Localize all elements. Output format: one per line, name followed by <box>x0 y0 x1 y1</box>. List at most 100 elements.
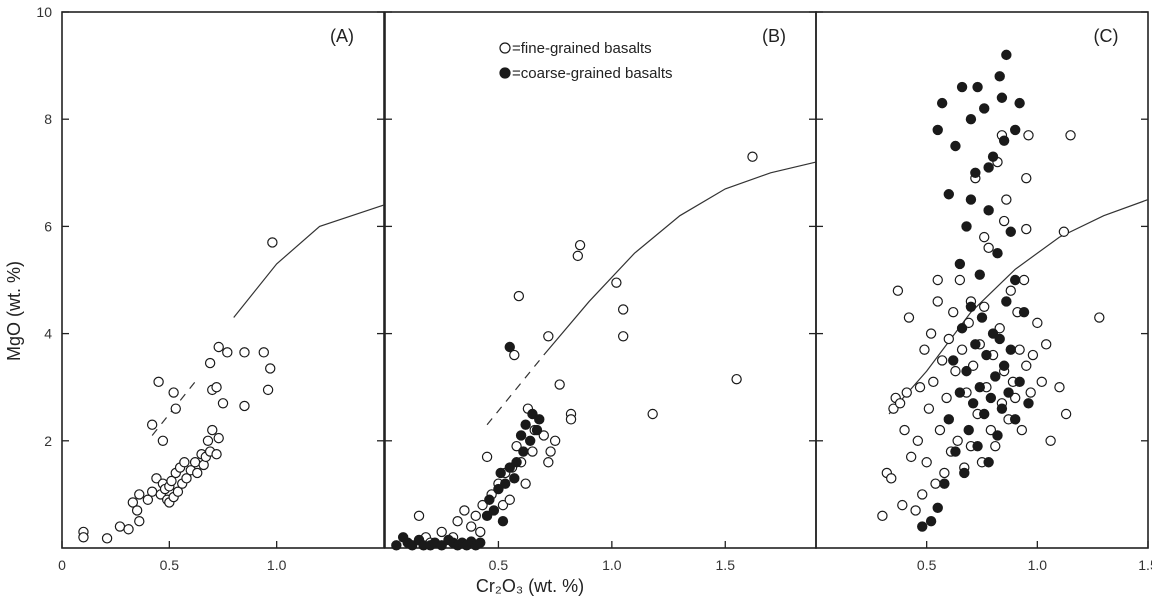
y-tick-label: 8 <box>44 111 52 127</box>
panel-label: (B) <box>762 26 786 46</box>
point-coarse-grained <box>994 71 1005 82</box>
point-coarse-grained <box>1001 49 1012 61</box>
point-fine-grained <box>934 424 946 436</box>
point-fine-grained <box>894 398 906 409</box>
point-fine-grained <box>153 376 164 388</box>
point-fine-grained <box>1054 382 1065 393</box>
point-fine-grained <box>990 440 1001 452</box>
point-coarse-grained <box>531 424 543 436</box>
point-coarse-grained <box>950 140 961 152</box>
point-coarse-grained <box>1005 344 1016 355</box>
y-tick-label: 2 <box>44 433 52 449</box>
point-coarse-grained <box>970 339 981 350</box>
point-coarse-grained <box>979 408 990 420</box>
point-fine-grained <box>914 382 926 393</box>
point-fine-grained <box>1025 387 1036 398</box>
point-fine-grained <box>157 435 169 446</box>
point-coarse-grained <box>954 387 966 398</box>
panel-frame <box>815 11 1149 549</box>
point-coarse-grained <box>987 328 999 339</box>
point-fine-grained <box>202 435 214 446</box>
point-coarse-grained <box>950 446 961 457</box>
point-coarse-grained <box>985 392 997 404</box>
point-coarse-grained <box>987 151 999 162</box>
point-coarse-grained <box>994 333 1005 345</box>
point-fine-grained <box>222 347 233 358</box>
point-coarse-grained <box>961 365 972 377</box>
point-fine-grained <box>513 290 525 302</box>
point-fine-grained <box>994 323 1005 334</box>
point-coarse-grained <box>1014 376 1025 388</box>
point-fine-grained <box>538 430 549 441</box>
point-fine-grained <box>520 478 531 489</box>
x-axis-title: Cr₂O₃ (wt. %) <box>476 576 584 596</box>
point-fine-grained <box>1018 274 1030 286</box>
point-fine-grained <box>921 457 932 468</box>
point-fine-grained <box>932 274 943 286</box>
point-fine-grained <box>213 432 224 444</box>
point-coarse-grained <box>983 205 994 216</box>
point-fine-grained <box>574 239 586 251</box>
panel-b: 0.5 1.0 1.5 (B) <box>384 11 817 573</box>
point-fine-grained <box>134 516 145 527</box>
point-fine-grained <box>1060 408 1072 420</box>
point-fine-grained <box>509 349 520 361</box>
point-coarse-grained <box>974 382 985 393</box>
panel-frame <box>61 11 385 549</box>
point-fine-grained <box>928 376 939 388</box>
point-coarse-grained <box>407 540 418 551</box>
legend-marker-open <box>499 42 511 54</box>
point-coarse-grained <box>948 355 959 366</box>
point-fine-grained <box>572 250 584 262</box>
point-fine-grained <box>211 449 222 460</box>
point-fine-grained <box>1036 376 1047 388</box>
point-fine-grained <box>554 379 565 390</box>
point-fine-grained <box>170 403 181 414</box>
point-coarse-grained <box>956 81 968 93</box>
point-coarse-grained <box>493 483 504 495</box>
point-coarse-grained <box>932 124 943 136</box>
point-fine-grained <box>265 363 276 374</box>
x-tick-label: 0.5 <box>917 557 937 573</box>
point-fine-grained <box>899 424 910 436</box>
point-fine-grained <box>941 392 952 404</box>
point-coarse-grained <box>1010 124 1021 136</box>
panel-a: 0 0.5 1.0 (A) <box>58 11 385 573</box>
point-coarse-grained <box>936 97 948 109</box>
point-coarse-grained <box>500 478 511 489</box>
point-coarse-grained <box>998 135 1010 146</box>
point-coarse-grained <box>943 189 955 200</box>
point-fine-grained <box>146 419 158 430</box>
point-fine-grained <box>166 475 177 487</box>
point-fine-grained <box>983 242 994 254</box>
legend-marker-filled <box>499 67 511 79</box>
point-fine-grained <box>1040 339 1052 350</box>
point-fine-grained <box>888 403 899 414</box>
point-coarse-grained <box>996 403 1008 414</box>
point-fine-grained <box>936 355 948 366</box>
point-coarse-grained <box>996 92 1008 103</box>
point-coarse-grained <box>972 440 983 452</box>
point-fine-grained <box>1094 312 1105 323</box>
point-fine-grained <box>919 344 930 355</box>
point-fine-grained <box>543 457 554 468</box>
point-coarse-grained <box>974 269 985 280</box>
fit-curve <box>233 204 385 318</box>
point-coarse-grained <box>481 510 493 522</box>
point-fine-grained <box>549 435 561 446</box>
point-coarse-grained <box>436 540 447 551</box>
point-fine-grained <box>617 304 629 315</box>
point-fine-grained <box>967 360 979 371</box>
legend: =fine-grained basalts =coarse-grained bas… <box>499 40 673 82</box>
point-fine-grained <box>131 505 143 516</box>
point-coarse-grained <box>967 398 979 409</box>
point-coarse-grained <box>511 457 522 468</box>
point-coarse-grained <box>961 221 972 232</box>
point-fine-grained <box>617 331 629 342</box>
point-fine-grained <box>731 373 742 385</box>
legend-entry-label: =coarse-grained basalts <box>512 65 673 82</box>
point-fine-grained <box>475 526 486 538</box>
point-fine-grained <box>1032 317 1043 329</box>
point-coarse-grained <box>518 446 529 457</box>
point-fine-grained <box>179 457 190 468</box>
